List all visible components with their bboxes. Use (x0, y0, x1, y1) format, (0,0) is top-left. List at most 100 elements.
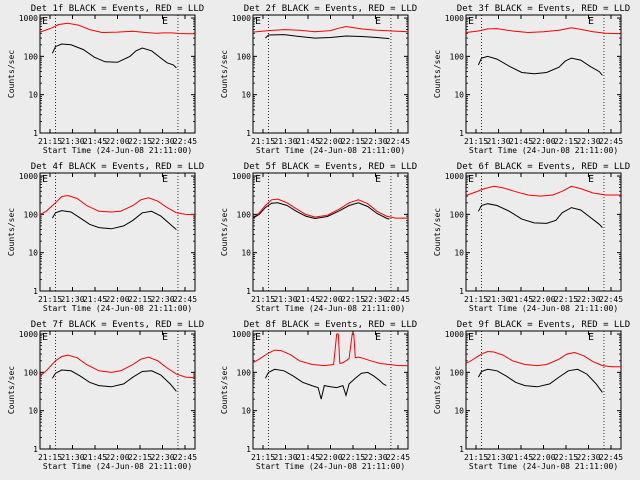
x-tick-label: 21:45 (509, 453, 533, 462)
x-axis-label: Start Time (24-Jun-08 21:11:00) (43, 462, 192, 471)
detector-panel-5: Det 5f BLACK = Events, RED = LLD 1 10 100 10… (220, 162, 417, 313)
series-lld-line (39, 354, 196, 379)
series-lld-line (252, 198, 408, 219)
y-tick-label: 1 (33, 287, 38, 296)
y-tick-label: 1000 (19, 172, 38, 181)
x-tick-label: 21:45 (509, 137, 533, 146)
y-tick-label: 1 (459, 129, 464, 138)
marker-label: E (42, 16, 48, 27)
detector-panel-2: Det 2f BLACK = Events, RED = LLD 1 10 100 10… (220, 4, 417, 155)
y-tick-label: 1000 (19, 14, 38, 23)
x-tick-label: 22:15 (128, 453, 152, 462)
detector-panel-1: Det 1f BLACK = Events, RED = LLD 1 10 100 10… (7, 4, 204, 155)
y-axis-label: Counts/sec (433, 208, 442, 256)
y-tick-label: 100 (24, 368, 39, 377)
y-tick-label: 100 (237, 368, 252, 377)
x-tick-label: 22:45 (386, 137, 410, 146)
plot-frame (39, 172, 196, 292)
x-tick-label: 22:15 (341, 295, 365, 304)
plot-frame (252, 14, 409, 134)
plot-frame (39, 330, 196, 450)
y-tick-label: 1000 (232, 14, 251, 23)
y-axis-label: Counts/sec (220, 366, 229, 414)
y-tick-label: 100 (24, 210, 39, 219)
x-tick-label: 21:30 (273, 453, 297, 462)
x-tick-label: 21:15 (38, 453, 62, 462)
marker-label: E (588, 16, 594, 27)
marker-label: E (255, 332, 261, 343)
marker-label: E (468, 16, 474, 27)
y-tick-label: 100 (237, 210, 252, 219)
y-tick-label: 10 (454, 249, 464, 258)
series-lld-line (252, 333, 408, 367)
x-tick-label: 21:15 (38, 295, 62, 304)
x-tick-label: 22:30 (150, 137, 174, 146)
series-events-line (252, 202, 390, 220)
y-tick-label: 100 (24, 52, 39, 61)
panel-title: Det 4f BLACK = Events, RED = LLD (31, 162, 204, 172)
x-tick-label: 21:30 (60, 137, 84, 146)
x-tick-label: 21:30 (60, 453, 84, 462)
panel-title: Det 5f BLACK = Events, RED = LLD (244, 162, 417, 172)
panel-title: Det 8f BLACK = Events, RED = LLD (244, 320, 417, 330)
x-tick-label: 21:15 (464, 295, 488, 304)
marker-label: E (42, 174, 48, 185)
marker-label: E (375, 16, 381, 27)
x-tick-label: 22:30 (150, 453, 174, 462)
marker-label: E (42, 332, 48, 343)
panel-title: Det 7f BLACK = Events, RED = LLD (31, 320, 204, 330)
x-tick-label: 22:30 (363, 453, 387, 462)
series-events-line (264, 368, 387, 400)
y-tick-label: 1 (459, 445, 464, 454)
series-events-line (51, 210, 177, 230)
y-tick-label: 10 (241, 407, 251, 416)
series-lld-line (39, 194, 196, 216)
panel-title: Det 1f BLACK = Events, RED = LLD (31, 4, 204, 14)
x-tick-label: 21:45 (83, 295, 107, 304)
y-tick-label: 10 (454, 91, 464, 100)
marker-label: E (468, 174, 474, 185)
plot-frame (465, 330, 622, 450)
series-lld-line (465, 350, 621, 368)
detector-panel-6: Det 6f BLACK = Events, RED = LLD 1 10 100 10… (433, 162, 630, 313)
y-tick-label: 1 (33, 445, 38, 454)
y-tick-label: 1000 (445, 172, 464, 181)
x-tick-label: 22:00 (531, 295, 555, 304)
marker-label: E (375, 174, 381, 185)
x-tick-label: 22:15 (554, 453, 578, 462)
series-lld-line (465, 27, 622, 35)
x-axis-label: Start Time (24-Jun-08 21:11:00) (43, 146, 192, 155)
y-tick-label: 1000 (445, 14, 464, 23)
y-axis-label: Counts/sec (220, 50, 229, 98)
x-tick-label: 22:30 (363, 295, 387, 304)
y-tick-label: 1 (246, 129, 251, 138)
x-tick-label: 22:45 (599, 137, 623, 146)
x-tick-label: 22:30 (576, 295, 600, 304)
x-tick-label: 22:00 (105, 137, 129, 146)
plot-frame (465, 172, 622, 292)
x-tick-label: 21:30 (486, 453, 510, 462)
y-tick-label: 100 (450, 210, 465, 219)
x-tick-label: 22:30 (576, 137, 600, 146)
y-tick-label: 1000 (232, 330, 251, 339)
x-tick-label: 21:45 (83, 453, 107, 462)
x-axis-label: Start Time (24-Jun-08 21:11:00) (256, 462, 405, 471)
y-tick-label: 100 (237, 52, 252, 61)
x-tick-label: 21:15 (38, 137, 62, 146)
x-axis-label: Start Time (24-Jun-08 21:11:00) (256, 146, 405, 155)
marker-label: E (255, 16, 261, 27)
x-tick-label: 21:30 (60, 295, 84, 304)
y-axis-label: Counts/sec (433, 50, 442, 98)
series-events-line (477, 55, 603, 76)
x-tick-label: 22:15 (128, 295, 152, 304)
x-tick-label: 21:30 (486, 137, 510, 146)
x-tick-label: 21:45 (83, 137, 107, 146)
marker-label: E (162, 16, 168, 27)
y-axis-label: Counts/sec (7, 366, 16, 414)
x-tick-label: 21:15 (251, 137, 275, 146)
x-tick-label: 22:45 (599, 453, 623, 462)
panel-title: Det 6f BLACK = Events, RED = LLD (457, 162, 630, 172)
x-tick-label: 22:30 (576, 453, 600, 462)
marker-label: E (588, 332, 594, 343)
plot-frame (252, 330, 409, 450)
